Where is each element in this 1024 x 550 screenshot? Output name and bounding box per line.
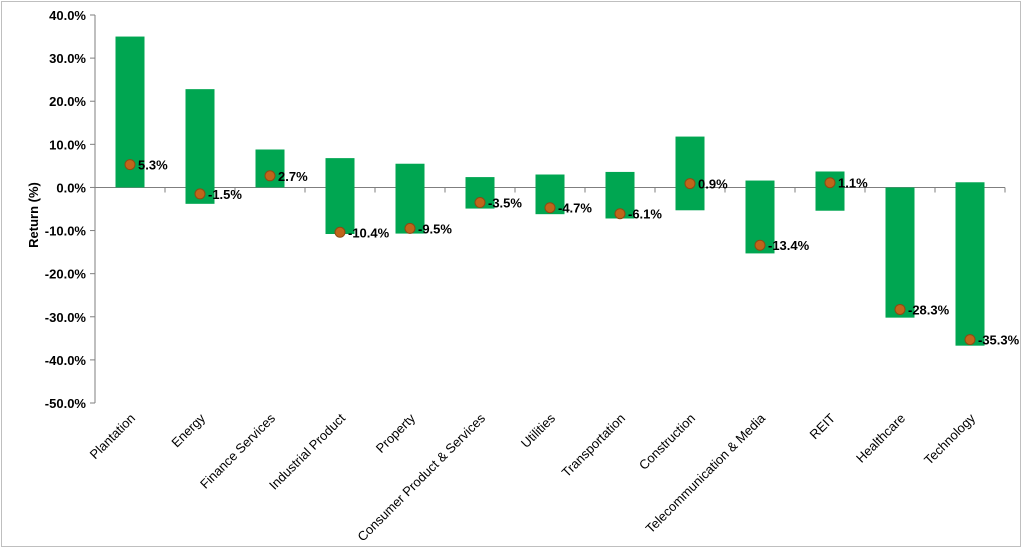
category-label: Telecommunication & Media <box>643 410 769 536</box>
y-tick-label: -10.0% <box>45 224 87 239</box>
return-marker <box>194 188 206 200</box>
y-tick-label: -20.0% <box>45 267 87 282</box>
data-label: -13.4% <box>768 238 810 253</box>
y-axis-label: Return (%) <box>26 182 41 248</box>
data-label: -6.1% <box>628 207 662 222</box>
category-label: Plantation <box>87 411 138 462</box>
y-tick-label: 0.0% <box>56 180 86 195</box>
category-label: Utilities <box>518 410 559 451</box>
data-label: -28.3% <box>908 302 950 317</box>
category-label: Property <box>373 410 419 456</box>
return-marker <box>334 226 346 238</box>
data-label: -9.5% <box>418 221 452 236</box>
y-tick-label: 30.0% <box>49 51 86 66</box>
y-tick-label: -30.0% <box>45 310 87 325</box>
y-tick-label: 20.0% <box>49 94 86 109</box>
return-marker <box>754 239 766 251</box>
return-marker <box>964 334 976 346</box>
return-marker <box>544 202 556 214</box>
category-label: Healthcare <box>853 411 908 466</box>
category-label: Transportation <box>559 411 629 481</box>
category-label: Finance Services <box>197 410 278 491</box>
y-tick-label: 10.0% <box>49 137 86 152</box>
data-label: 5.3% <box>138 158 168 173</box>
category-label: Technology <box>921 410 978 467</box>
data-label: -35.3% <box>978 333 1020 348</box>
range-bar <box>675 136 705 211</box>
range-bar <box>395 163 425 234</box>
return-marker <box>474 197 486 209</box>
data-label: -3.5% <box>488 196 522 211</box>
category-label: Energy <box>168 410 208 450</box>
return-marker <box>684 178 696 190</box>
data-label: 2.7% <box>278 169 308 184</box>
data-label: -1.5% <box>208 187 242 202</box>
data-label: 0.9% <box>698 177 728 192</box>
y-tick-label: -40.0% <box>45 353 87 368</box>
data-label: -10.4% <box>348 225 390 240</box>
range-bar <box>185 89 215 204</box>
return-marker <box>404 222 416 234</box>
return-marker <box>824 177 836 189</box>
range-bar <box>955 182 985 346</box>
y-tick-label: -50.0% <box>45 396 87 411</box>
return-marker <box>124 159 136 171</box>
data-label: 1.1% <box>838 176 868 191</box>
data-label: -4.7% <box>558 201 592 216</box>
return-marker <box>894 303 906 315</box>
category-label: Construction <box>636 411 698 473</box>
category-label: Consumer Product & Services <box>354 410 488 544</box>
range-bar <box>885 187 915 318</box>
y-tick-label: 40.0% <box>49 8 86 23</box>
category-label: REIT <box>807 410 839 442</box>
return-marker <box>264 170 276 182</box>
range-bar <box>325 158 355 235</box>
return-marker <box>614 208 626 220</box>
category-label: Industrial Product <box>266 410 348 492</box>
